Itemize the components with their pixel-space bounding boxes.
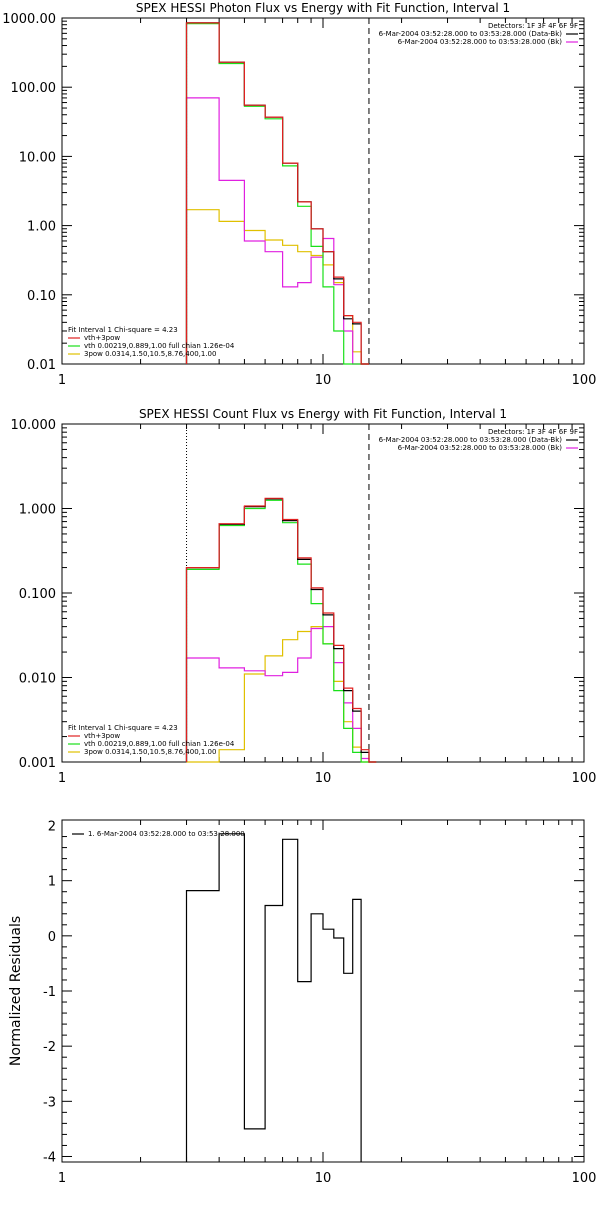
y-tick-label: -1 (43, 985, 56, 1000)
series-line-red (185, 497, 377, 763)
y-tick-label: 0.001 (19, 756, 56, 771)
x-tick-label: 1 (58, 771, 66, 786)
legend-top: Detectors: 1F 3F 4F 6F 9F6-Mar-2004 03:5… (379, 428, 578, 452)
legend-detectors: Detectors: 1F 3F 4F 6F 9F (488, 428, 578, 436)
series-group (185, 22, 369, 365)
y-tick-label: 0 (48, 930, 56, 945)
chart-title: SPEX HESSI Count Flux vs Energy with Fit… (139, 407, 507, 421)
x-tick-label: 100 (572, 1171, 597, 1186)
legend-top: Detectors: 1F 3F 4F 6F 9F6-Mar-2004 03:5… (379, 22, 578, 46)
legend-entry: vth 0.00219,0.889,1.00 full chian 1.26e-… (84, 740, 235, 748)
x-tick-label: 10 (315, 1171, 332, 1186)
series-group (185, 833, 362, 1162)
y-tick-label: 1.00 (27, 220, 56, 235)
series-group (185, 497, 377, 763)
series-line-black (185, 22, 369, 365)
plot-frame (61, 819, 585, 1163)
series-line-black (185, 498, 377, 763)
y-axis: 10.000 1.000 0.100 0.010 0.001 (11, 418, 584, 771)
y-tick-label: -2 (43, 1040, 56, 1055)
y-tick-label: 100.00 (11, 81, 57, 96)
chart-title: SPEX HESSI Photon Flux vs Energy with Fi… (136, 1, 510, 15)
legend-entry: 1. 6-Mar-2004 03:52:28.000 to 03:53:28.0… (88, 830, 245, 838)
y-tick-label: 0.01 (27, 358, 56, 373)
y-axis-label: Normalized Residuals (8, 916, 24, 1066)
y-tick-label: 0.010 (19, 672, 56, 687)
y-tick-label: 1.000 (19, 503, 56, 518)
x-tick-label: 10 (315, 373, 332, 388)
x-tick-label: 100 (572, 771, 597, 786)
x-tick-label: 100 (572, 373, 597, 388)
chart-panel-2: SPEX HESSI Count Flux vs Energy with Fit… (11, 407, 597, 786)
y-tick-label: 2 (48, 820, 56, 835)
legend-fit-header: Fit Interval 1 Chi-square = 4.23 (68, 326, 178, 334)
y-tick-label: 0.100 (19, 587, 56, 602)
series-line-red (185, 22, 369, 365)
legend-entry: 3pow 0.0314,1.50,10.5,8.76,400,1.00 (84, 350, 216, 358)
chart-panel-1: SPEX HESSI Photon Flux vs Energy with Fi… (2, 1, 596, 388)
y-tick-label: 10.000 (11, 418, 57, 433)
legend-entry: 6-Mar-2004 03:52:28.000 to 03:53:28.000 … (398, 38, 563, 46)
y-tick-label: 1000.00 (2, 12, 56, 27)
y-tick-label: 1 (48, 875, 56, 890)
legend-fit-header: Fit Interval 1 Chi-square = 4.23 (68, 724, 178, 732)
y-tick-label: 10.00 (19, 150, 56, 165)
plot-frame (61, 17, 585, 365)
x-axis: 1 10 100 (58, 820, 597, 1186)
legend-entry: 6-Mar-2004 03:52:28.000 to 03:53:28.000 … (379, 436, 563, 444)
series-line-green (185, 23, 369, 365)
legend-entry: vth+3pow (84, 334, 120, 342)
series-line-black (185, 833, 362, 1162)
series-line-magenta (185, 626, 377, 763)
series-line-magenta (185, 97, 369, 365)
legend-fit: Fit Interval 1 Chi-square = 4.23vth+3pow… (68, 326, 235, 358)
legend-entry: 3pow 0.0314,1.50,10.5,8.76,400,1.00 (84, 748, 216, 756)
series-line-yellow (185, 209, 369, 365)
x-tick-label: 10 (315, 771, 332, 786)
series-line-green (185, 499, 377, 763)
legend-top: 1. 6-Mar-2004 03:52:28.000 to 03:53:28.0… (72, 830, 245, 838)
legend-entry: 6-Mar-2004 03:52:28.000 to 03:53:28.000 … (379, 30, 563, 38)
x-tick-label: 1 (58, 1171, 66, 1186)
legend-entry: 6-Mar-2004 03:52:28.000 to 03:53:28.000 … (398, 444, 563, 452)
y-tick-label: -4 (43, 1150, 56, 1165)
legend-fit: Fit Interval 1 Chi-square = 4.23vth+3pow… (68, 724, 235, 756)
x-tick-label: 1 (58, 373, 66, 388)
y-axis: 1000.00 100.00 10.00 1.00 0.10 0.01 (2, 12, 584, 373)
legend-detectors: Detectors: 1F 3F 4F 6F 9F (488, 22, 578, 30)
legend-entry: vth 0.00219,0.889,1.00 full chian 1.26e-… (84, 342, 235, 350)
y-tick-label: 0.10 (27, 289, 56, 304)
legend-entry: vth+3pow (84, 732, 120, 740)
y-axis: 2 1 0 -1 -2 -3 -4 (43, 820, 584, 1165)
y-tick-label: -3 (43, 1095, 56, 1110)
